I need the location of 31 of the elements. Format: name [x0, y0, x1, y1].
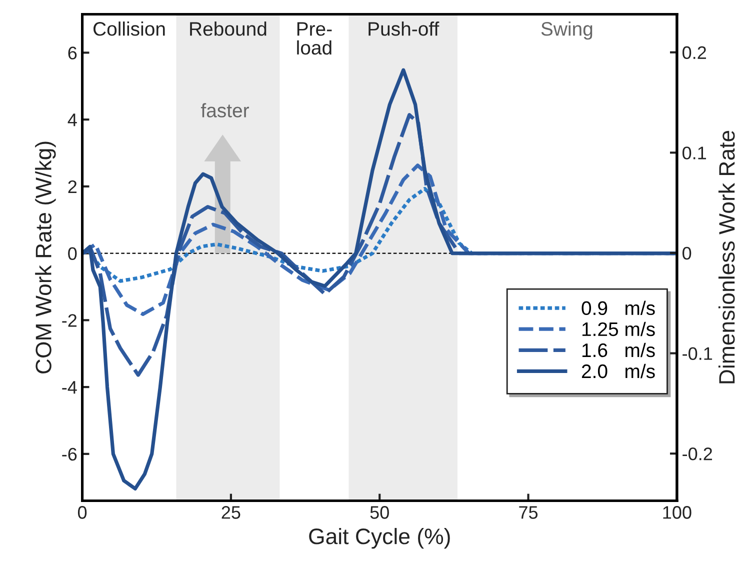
legend-label: 0.9 m/s	[582, 300, 655, 316]
y-tick-label: 6	[68, 46, 77, 60]
y-tick-label: 4	[68, 114, 77, 126]
y2-tick-label: -0.1	[682, 347, 712, 360]
annotation: Collision	[94, 22, 165, 36]
y-tick-label: -4	[62, 381, 77, 394]
y-axis-title: COM Work Rate (W/kg)	[35, 142, 56, 374]
x-tick-label: 75	[519, 506, 538, 519]
band-label: Push-off	[368, 22, 440, 36]
y2-tick-label: 0	[682, 246, 692, 260]
y2-tick-label: -0.2	[682, 448, 712, 460]
line-series	[82, 68, 677, 490]
y2-axis-title: Dimensionless Work Rate	[718, 130, 735, 384]
annotation: Pre- load	[297, 22, 332, 55]
y2-tick-label: 0.1	[682, 146, 706, 160]
y-tick-label: -6	[62, 448, 77, 461]
band-label: Rebound	[190, 22, 266, 36]
y-tick-label: 0	[68, 247, 77, 260]
legend-label: 1.25 m/s	[582, 322, 655, 336]
legend-label: 2.0 m/s	[582, 364, 655, 378]
y-tick-label: -2	[62, 314, 77, 327]
x-tick-label: 25	[222, 506, 240, 519]
x-axis-title: Gait Cycle (%)	[309, 528, 450, 549]
x-tick-label: 50	[370, 506, 389, 519]
annotation: faster	[200, 103, 249, 118]
legend-label: 1.6 m/s	[582, 342, 655, 358]
x-tick-label: 0	[78, 506, 87, 519]
y2-tick-label: 0.2	[682, 46, 706, 60]
x-tick-label: 100	[663, 506, 692, 519]
annotation: Swing	[541, 22, 592, 40]
y-tick-label: 2	[68, 180, 77, 193]
